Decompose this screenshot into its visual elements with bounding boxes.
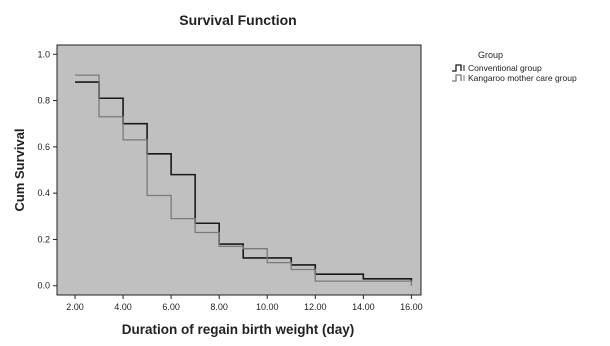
x-axis-label: Duration of regain birth weight (day) [122,322,355,337]
y-axis-label: Cum Survival [12,128,27,211]
chart-title: Survival Function [179,12,296,28]
x-tick-label: 2.00 [66,302,84,312]
x-tick-label: 10.00 [256,302,279,312]
y-tick-label: 0.4 [37,188,50,198]
x-tick-label: 12.00 [304,302,327,312]
series-layer [75,74,413,286]
legend-swatch [452,74,462,82]
y-tick-label: 0.6 [37,142,50,152]
x-tick-label: 4.00 [114,302,132,312]
series-line-kangaroo [75,74,413,286]
x-tick-label: 16.00 [400,302,423,312]
x-tick-label: 8.00 [210,302,228,312]
legend-title: Group [478,50,503,60]
x-tick-label: 14.00 [352,302,375,312]
x-tick-label: 6.00 [162,302,180,312]
y-tick-label: 0.0 [37,281,50,291]
legend-label: Kangaroo mother care group [468,73,577,83]
series-line-conventional [75,81,413,282]
y-tick-label: 1.0 [37,49,50,59]
y-tick-label: 0.8 [37,96,50,106]
legend-label: Conventional group [468,63,542,73]
axes-layer: 2.00 4.00 6.00 8.00 10.00 12.00 14.00 16.00 0.0 0… [37,49,422,312]
legend-swatch [452,64,462,72]
y-tick-label: 0.2 [37,234,50,244]
plot-area [56,44,422,296]
